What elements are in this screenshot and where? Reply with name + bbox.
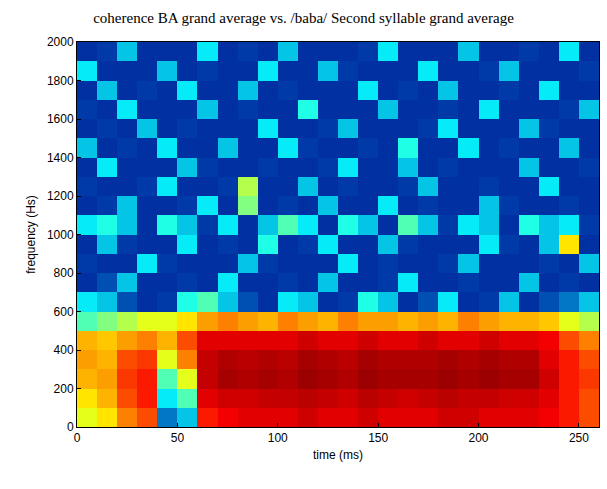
svg-text:time (ms): time (ms) bbox=[313, 448, 363, 462]
svg-text:1600: 1600 bbox=[47, 112, 74, 126]
svg-text:0: 0 bbox=[67, 420, 74, 434]
svg-text:200: 200 bbox=[469, 431, 489, 445]
svg-text:1400: 1400 bbox=[47, 151, 74, 165]
svg-text:2000: 2000 bbox=[47, 35, 74, 49]
svg-text:1000: 1000 bbox=[47, 228, 74, 242]
svg-text:100: 100 bbox=[268, 431, 288, 445]
svg-text:0: 0 bbox=[74, 431, 81, 445]
svg-text:1200: 1200 bbox=[47, 189, 74, 203]
svg-text:400: 400 bbox=[54, 343, 74, 357]
svg-text:1800: 1800 bbox=[47, 74, 74, 88]
svg-text:frequency (Hs): frequency (Hs) bbox=[24, 195, 38, 274]
svg-text:600: 600 bbox=[54, 305, 74, 319]
svg-text:800: 800 bbox=[54, 266, 74, 280]
svg-text:150: 150 bbox=[368, 431, 388, 445]
svg-text:200: 200 bbox=[54, 382, 74, 396]
svg-text:50: 50 bbox=[171, 431, 185, 445]
svg-text:coherence BA grand average vs.: coherence BA grand average vs. /baba/ Se… bbox=[93, 10, 514, 26]
svg-text:250: 250 bbox=[569, 431, 589, 445]
